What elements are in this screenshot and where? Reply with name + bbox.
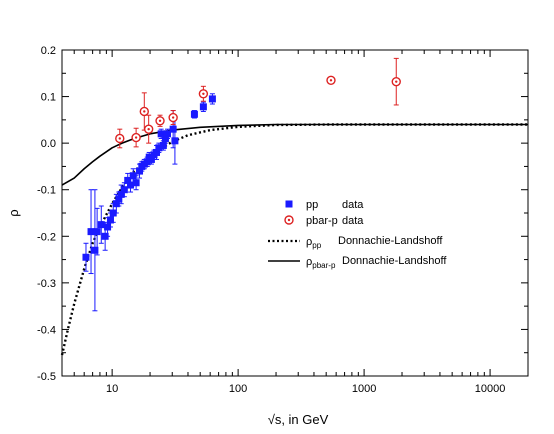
x-tick-label-0: 10	[106, 383, 118, 395]
marker-pp-22	[147, 155, 155, 163]
marker-pp-12	[120, 186, 128, 194]
x-tick-label-2: 1000	[352, 383, 376, 395]
y-tick-label-2: -0.3	[37, 278, 56, 290]
legend-pp-label: pp	[306, 199, 318, 211]
y-tick-label-0: -0.5	[37, 371, 56, 383]
x-tick-label-3: 10000	[475, 383, 506, 395]
point-pp-33	[199, 101, 207, 112]
marker-pp-33	[199, 103, 207, 111]
marker-pp-2	[91, 246, 99, 254]
marker-pp-13	[124, 176, 132, 184]
marker-pp-11	[117, 190, 125, 198]
y-axis-label: ρ	[6, 209, 21, 216]
point-pp-32	[190, 110, 198, 119]
point-pbarp-8	[391, 57, 401, 106]
point-pbarp-5	[168, 110, 178, 126]
marker-dot-pbarp-0	[118, 137, 121, 140]
point-pp-4	[97, 205, 105, 244]
legend-pbarp-suffix: data	[342, 215, 364, 227]
legend-marker-pbarp-dot	[287, 218, 291, 222]
point-pbarp-4	[155, 114, 165, 127]
marker-pp-32	[190, 110, 198, 118]
marker-dot-pbarp-7	[329, 79, 333, 82]
marker-pp-16	[132, 179, 140, 187]
marker-dot-pbarp-8	[395, 80, 398, 83]
plot-frame	[61, 49, 529, 377]
marker-pp-4	[97, 221, 105, 229]
legend-pp-suffix: data	[342, 199, 364, 211]
marker-pp-9	[112, 200, 120, 208]
marker-pp-8	[109, 209, 117, 217]
curve-rho-pp	[60, 123, 528, 356]
marker-pp-15	[129, 172, 137, 180]
point-pp-0	[82, 242, 90, 272]
marker-pp-7	[106, 216, 114, 224]
x-tick-label-1: 100	[229, 383, 247, 395]
legend-rho-pp-suffix: Donnachie-Landshoff	[338, 235, 443, 247]
marker-dot-pbarp-4	[158, 119, 162, 122]
y-tick-label-4: -0.1	[37, 185, 56, 197]
y-tick-label-5: 0.0	[41, 138, 56, 150]
y-tick-label-7: 0.2	[41, 45, 56, 57]
point-pp-16	[132, 175, 140, 191]
marker-pp-1	[87, 228, 95, 236]
legend-rho-pbarp-label: ρpbar-p	[306, 256, 336, 270]
legend-marker-pp	[285, 200, 293, 208]
legend: pp data pbar-p data ρpp Donnachie-Landsh…	[268, 199, 447, 270]
point-pp-1	[87, 189, 95, 275]
point-pp-3	[93, 207, 101, 256]
point-pbarp-6	[198, 85, 209, 102]
marker-pp-26	[157, 130, 165, 138]
y-tick-label-6: 0.1	[41, 92, 56, 104]
y-tick-label-3: -0.2	[37, 231, 56, 243]
curve-rho-pbarp	[61, 123, 528, 186]
marker-pp-10	[115, 195, 123, 203]
marker-pp-25	[155, 144, 163, 152]
marker-pp-0	[82, 253, 90, 261]
legend-rho-pbarp-suffix: Donnachie-Landshoff	[342, 255, 447, 267]
point-pbarp-2	[139, 92, 149, 131]
marker-pp-30	[169, 125, 177, 133]
point-pbarp-0	[115, 128, 125, 149]
data-points	[82, 57, 401, 312]
point-pbarp-7	[326, 75, 336, 85]
marker-pp-34	[208, 95, 216, 103]
point-pp-25	[155, 142, 163, 153]
marker-pp-29	[163, 130, 171, 138]
point-pbarp-1	[131, 127, 141, 148]
marker-dot-pbarp-5	[171, 116, 175, 119]
marker-dot-pbarp-6	[202, 92, 205, 95]
point-pbarp-3	[143, 114, 154, 144]
y-axis-ticks: -0.5 -0.4 -0.3 -0.2 -0.1 0.0 0.1 0.2	[37, 45, 528, 383]
point-pp-34	[208, 93, 216, 105]
marker-dot-pbarp-3	[147, 127, 150, 131]
x-axis-label: √s, in GeV	[268, 412, 329, 427]
marker-pp-3	[93, 228, 101, 236]
x-axis-ticks: 10 100 1000 10000	[61, 50, 529, 395]
marker-dot-pbarp-1	[134, 136, 138, 139]
model-curves	[60, 123, 528, 356]
marker-pp-14	[127, 181, 135, 189]
legend-marker-pbarp	[284, 215, 294, 225]
point-pp-2	[91, 189, 99, 312]
marker-pp-27	[159, 141, 167, 149]
y-tick-label-1: -0.4	[37, 324, 56, 336]
legend-rho-pp-label: ρpp	[306, 236, 322, 250]
legend-pbarp-label: pbar-p	[306, 215, 338, 227]
marker-dot-pbarp-2	[143, 110, 146, 113]
marker-pp-6	[104, 223, 112, 231]
marker-pp-31	[171, 137, 179, 145]
point-pp-29	[163, 128, 171, 139]
